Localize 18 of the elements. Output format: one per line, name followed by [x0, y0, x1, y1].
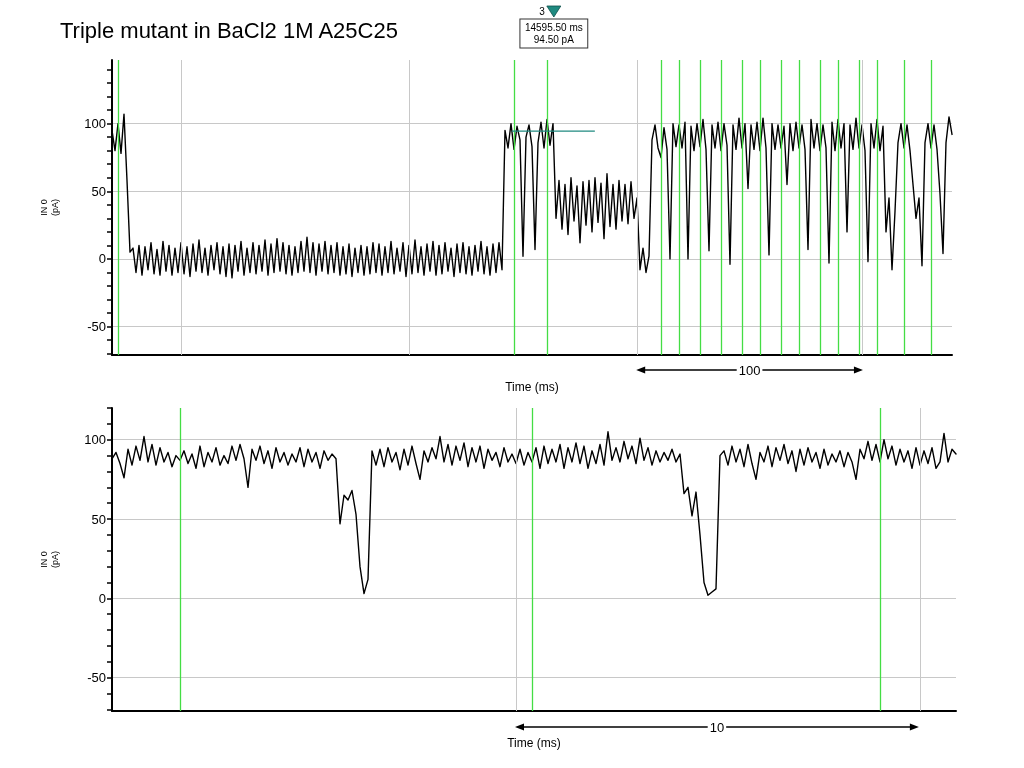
text: 100 [738, 362, 761, 378]
text: 94.50 pA [533, 34, 575, 45]
y-axis-title: IN 0 (pA) [38, 198, 60, 217]
x-axis-title: Time (ms) [505, 380, 559, 394]
text: 14595.50 ms [524, 22, 583, 33]
y-tick-label: 100 [84, 432, 106, 448]
y-tick-label: 0 [98, 251, 106, 267]
text: 10 [709, 719, 725, 735]
y-tick-label: 100 [84, 116, 106, 132]
chart-title: Triple mutant in BaCl2 1M A25C25 [60, 17, 398, 43]
y-tick-label: -50 [87, 670, 106, 686]
y-tick-label: 0 [98, 590, 106, 606]
y-tick-label: 50 [91, 183, 106, 199]
y-tick-label: -50 [87, 319, 106, 335]
text: 3 [539, 6, 546, 17]
y-axis-title: IN 0 (pA) [38, 550, 60, 569]
y-tick-label: 50 [91, 511, 106, 527]
x-axis-title: Time (ms) [507, 736, 561, 750]
